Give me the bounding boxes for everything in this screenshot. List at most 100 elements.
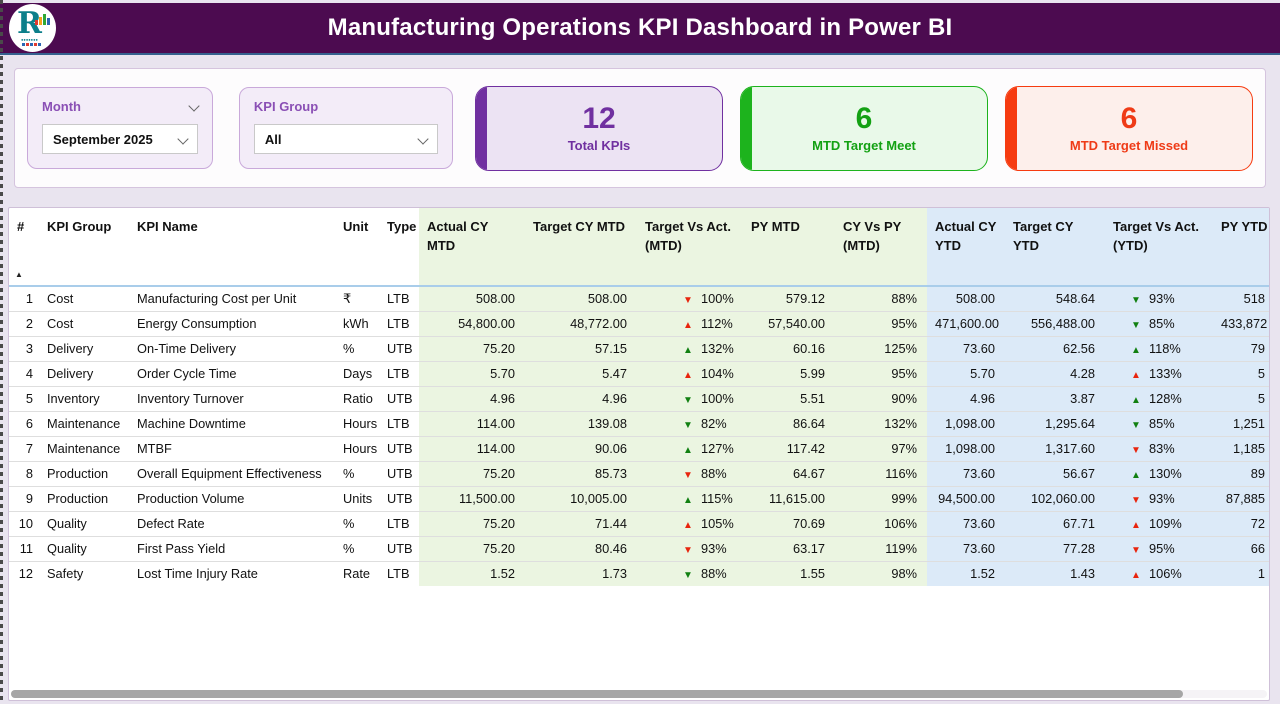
table-row[interactable]: 12 Safety Lost Time Injury Rate Rate LTB… — [9, 560, 1269, 586]
table-row[interactable]: 7 Maintenance MTBF Hours UTB 114.00 90.0… — [9, 435, 1269, 461]
type-cell: LTB — [379, 310, 419, 336]
target-vs-act-mtd-cell: ▲ 104% — [637, 360, 743, 386]
target-vs-act-mtd-cell: ▼ 82% — [637, 410, 743, 436]
py-mtd-cell: 57,540.00 — [743, 310, 835, 336]
chevron-down-icon[interactable] — [188, 100, 200, 112]
type-cell: UTB — [379, 460, 419, 486]
kpi-group-dropdown[interactable]: All — [253, 124, 438, 154]
col-header-py-ytd[interactable]: PY YTD — [1213, 208, 1269, 287]
col-header-type[interactable]: Type — [379, 208, 419, 287]
target-vs-act-ytd-pct: 93% — [1149, 291, 1175, 307]
type-cell: LTB — [379, 510, 419, 536]
col-header-cy-vs-py-mtd[interactable]: CY Vs PY (MTD) — [835, 208, 927, 287]
row-index-cell: 3 — [9, 335, 39, 361]
col-header-actual-cy-ytd[interactable]: Actual CY YTD — [927, 208, 1005, 287]
col-header-unit[interactable]: Unit — [335, 208, 379, 287]
row-index-cell: 10 — [9, 510, 39, 536]
cy-vs-py-mtd-cell: 119% — [835, 535, 927, 561]
horizontal-scrollbar[interactable] — [11, 690, 1267, 698]
py-ytd-cell: 5 — [1213, 385, 1269, 411]
actual-cy-mtd-cell: 114.00 — [419, 410, 525, 436]
col-header-index[interactable]: # ▲ — [9, 208, 39, 287]
target-vs-act-ytd-cell: ▲ 133% — [1105, 360, 1213, 386]
target-cy-mtd-cell: 90.06 — [525, 435, 637, 461]
cy-vs-py-mtd-cell: 90% — [835, 385, 927, 411]
py-ytd-cell: 1,185 — [1213, 435, 1269, 461]
kpi-group-cell: Delivery — [39, 360, 129, 386]
target-vs-act-mtd-pct: 88% — [701, 466, 727, 481]
actual-cy-mtd-cell: 75.20 — [419, 535, 525, 561]
col-header-target-vs-act-mtd[interactable]: Target Vs Act. (MTD) — [637, 208, 743, 287]
kpi-group-dropdown-value: All — [264, 131, 282, 147]
target-cy-ytd-cell: 62.56 — [1005, 335, 1105, 361]
target-vs-act-ytd-pct: 85% — [1149, 416, 1175, 431]
filter-panel: Month September 2025 KPI Group All 12 To… — [14, 68, 1266, 188]
unit-cell: % — [335, 335, 379, 361]
unit-cell: Hours — [335, 435, 379, 461]
col-header-target-cy-ytd[interactable]: Target CY YTD — [1005, 208, 1105, 287]
logo-tagline: ●●●●●●● — [21, 37, 38, 42]
cy-vs-py-mtd-cell: 88% — [835, 286, 927, 311]
target-vs-act-mtd-cell: ▼ 88% — [637, 460, 743, 486]
target-vs-act-mtd-cell: ▲ 105% — [637, 510, 743, 536]
chevron-down-icon — [177, 133, 189, 145]
trend-arrow-icon: ▲ — [683, 370, 693, 381]
table-row[interactable]: 6 Maintenance Machine Downtime Hours LTB… — [9, 410, 1269, 436]
target-vs-act-mtd-pct: 93% — [701, 541, 727, 556]
target-cy-ytd-cell: 67.71 — [1005, 510, 1105, 536]
table-row[interactable]: 8 Production Overall Equipment Effective… — [9, 460, 1269, 486]
target-vs-act-ytd-cell: ▼ 95% — [1105, 535, 1213, 561]
trend-arrow-icon: ▼ — [683, 570, 693, 582]
trend-arrow-icon: ▲ — [1131, 370, 1141, 381]
kpi-name-cell: Energy Consumption — [129, 310, 335, 336]
total-kpis-value: 12 — [582, 101, 616, 135]
py-mtd-cell: 60.16 — [743, 335, 835, 361]
table-row[interactable]: 1 Cost Manufacturing Cost per Unit ₹ LTB… — [9, 286, 1269, 311]
kpi-name-cell: Inventory Turnover — [129, 385, 335, 411]
col-header-target-cy-mtd[interactable]: Target CY MTD — [525, 208, 637, 287]
horizontal-scrollbar-thumb[interactable] — [11, 690, 1183, 698]
col-header-actual-cy-mtd[interactable]: Actual CY MTD — [419, 208, 525, 287]
type-cell: LTB — [379, 410, 419, 436]
col-header-kpi-name[interactable]: KPI Name — [129, 208, 335, 287]
company-logo: R ●●●●●●● — [9, 4, 56, 52]
py-mtd-cell: 63.17 — [743, 535, 835, 561]
py-mtd-cell: 579.12 — [743, 286, 835, 311]
kpi-group-cell: Cost — [47, 291, 74, 307]
col-header-target-vs-act-ytd[interactable]: Target Vs Act. (YTD) — [1105, 208, 1213, 287]
target-cy-ytd-cell: 4.28 — [1005, 360, 1105, 386]
actual-cy-mtd-cell: 11,500.00 — [419, 485, 525, 511]
table-row[interactable]: 5 Inventory Inventory Turnover Ratio UTB… — [9, 385, 1269, 411]
month-dropdown[interactable]: September 2025 — [42, 124, 198, 154]
table-row[interactable]: 9 Production Production Volume Units UTB… — [9, 485, 1269, 511]
target-vs-act-ytd-cell: ▼ 83% — [1105, 435, 1213, 461]
target-cy-mtd-cell: 85.73 — [525, 460, 637, 486]
col-header-py-mtd[interactable]: PY MTD — [743, 208, 835, 287]
actual-cy-mtd-cell: 5.70 — [419, 360, 525, 386]
table-row[interactable]: 2 Cost Energy Consumption kWh LTB 54,800… — [9, 310, 1269, 336]
table-row[interactable]: 4 Delivery Order Cycle Time Days LTB 5.7… — [9, 360, 1269, 386]
col-header-kpi-group[interactable]: KPI Group — [39, 208, 129, 287]
mtd-target-meet-label: MTD Target Meet — [812, 137, 916, 153]
table-row[interactable]: 10 Quality Defect Rate % LTB 75.20 71.44… — [9, 510, 1269, 536]
target-vs-act-mtd-pct: 112% — [701, 316, 733, 331]
target-vs-act-ytd-cell: ▲ 106% — [1105, 560, 1213, 586]
sort-ascending-icon[interactable]: ▲ — [15, 270, 23, 280]
row-index-cell: 7 — [9, 435, 39, 461]
target-vs-act-ytd-cell: ▼ 93% — [1105, 485, 1213, 511]
kpi-table: # ▲ KPI Group KPI Name Unit Type Actual … — [9, 208, 1269, 586]
trend-arrow-icon: ▲ — [1131, 345, 1141, 356]
unit-cell: % — [335, 510, 379, 536]
table-row[interactable]: 11 Quality First Pass Yield % UTB 75.20 … — [9, 535, 1269, 561]
kpi-group-cell: Delivery — [39, 335, 129, 361]
table-row[interactable]: 3 Delivery On-Time Delivery % UTB 75.20 … — [9, 335, 1269, 361]
kpi-group-slicer: KPI Group All — [238, 87, 453, 169]
mtd-target-missed-label: MTD Target Missed — [1069, 137, 1189, 153]
target-cy-mtd-cell: 57.15 — [525, 335, 637, 361]
month-slicer-label: Month — [42, 99, 81, 114]
target-vs-act-mtd-pct: 100% — [701, 391, 734, 406]
month-slicer: Month September 2025 — [27, 87, 213, 169]
row-index-cell: 1 — [25, 291, 33, 307]
type-cell: UTB — [379, 335, 419, 361]
cy-vs-py-mtd-cell: 99% — [835, 485, 927, 511]
